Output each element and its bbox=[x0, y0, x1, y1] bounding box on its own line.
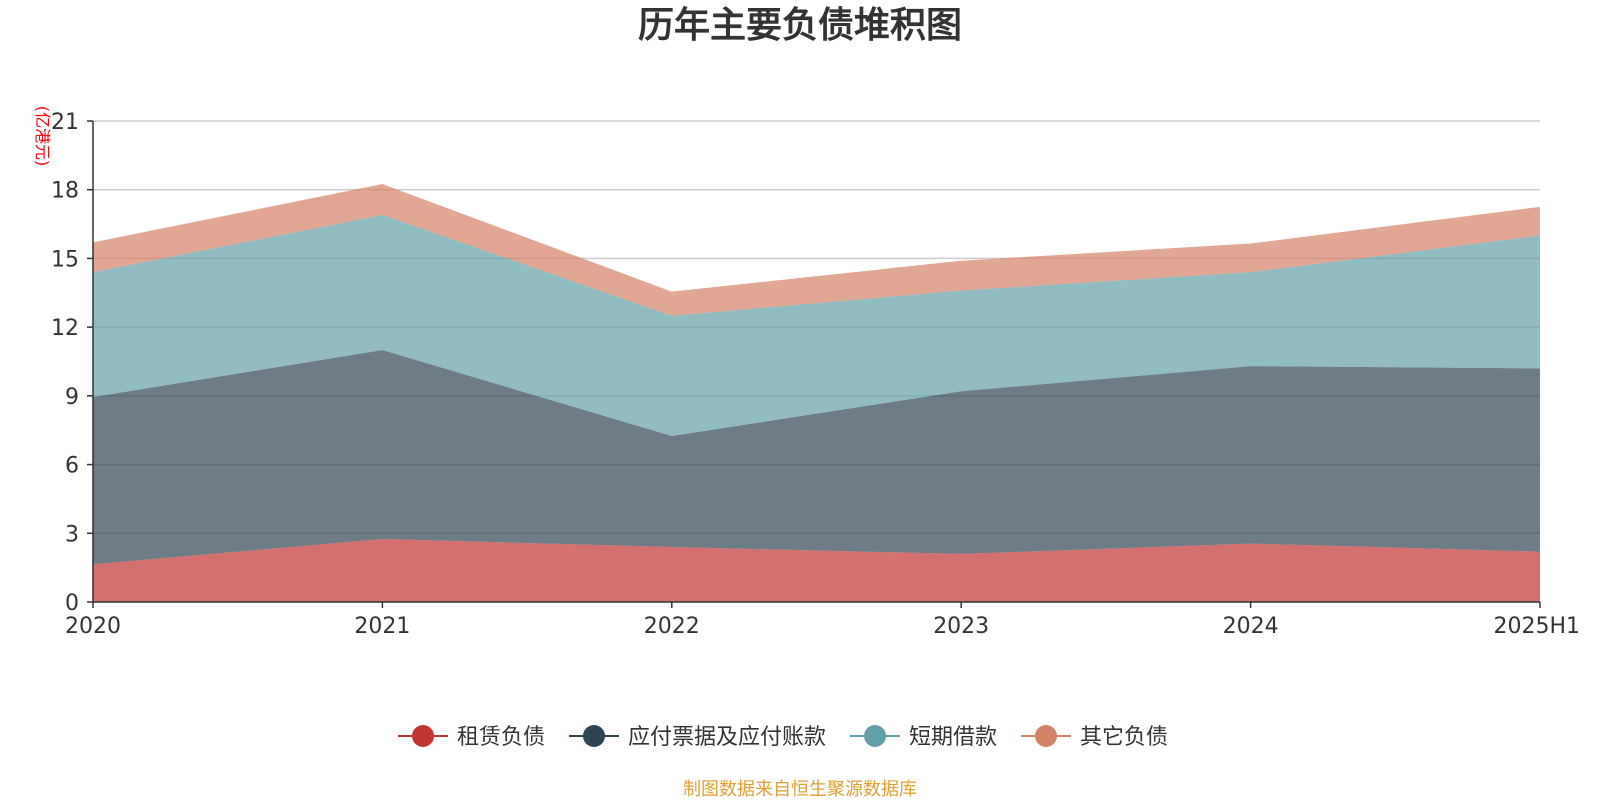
legend-marker bbox=[1035, 725, 1058, 747]
legend-marker bbox=[412, 725, 434, 747]
area-series-3 bbox=[93, 214, 1540, 436]
x-tick-label: 2022 bbox=[644, 614, 700, 639]
y-tick-label: 12 bbox=[51, 316, 79, 341]
x-tick-label: 2021 bbox=[354, 614, 410, 639]
x-tick-label: 2023 bbox=[933, 614, 989, 639]
legend-label: 应付票据及应付账款 bbox=[628, 725, 826, 750]
legend-label: 其它负债 bbox=[1080, 725, 1168, 750]
area-series-4 bbox=[93, 183, 1540, 316]
legend-marker bbox=[583, 725, 606, 747]
x-tick-label: 2024 bbox=[1223, 614, 1279, 639]
x-tick-label: 2025H1 bbox=[1493, 614, 1580, 639]
y-tick-label: 0 bbox=[65, 591, 79, 616]
legend-label: 租赁负债 bbox=[457, 725, 545, 750]
x-tick-label: 2020 bbox=[65, 614, 121, 639]
y-tick-label: 9 bbox=[65, 385, 79, 410]
legend-label: 短期借款 bbox=[909, 725, 997, 750]
legend-item-2[interactable]: 应付票据及应付账款 bbox=[569, 725, 826, 750]
y-tick-label: 6 bbox=[65, 454, 79, 479]
y-axis-unit-label: (亿港元) bbox=[33, 106, 52, 167]
legend-item-4[interactable]: 其它负债 bbox=[1021, 725, 1168, 750]
area-series-1 bbox=[93, 539, 1540, 602]
y-tick-label: 18 bbox=[51, 179, 79, 204]
axes: 0 3 6 9 12 15 18 21 2020 2021 2022 2023 2024 2025H1 bbox=[51, 110, 1580, 639]
legend-item-3[interactable]: 短期借款 bbox=[850, 725, 997, 750]
y-tick-label: 3 bbox=[65, 522, 79, 547]
area-series bbox=[93, 183, 1540, 602]
y-tick-label: 21 bbox=[51, 110, 79, 135]
y-tick-label: 15 bbox=[51, 247, 79, 272]
legend-item-1[interactable]: 租赁负债 bbox=[398, 725, 545, 750]
source-note: 制图数据来自恒生聚源数据库 bbox=[683, 779, 917, 800]
chart-title: 历年主要负债堆积图 bbox=[637, 5, 962, 46]
area-series-2 bbox=[93, 350, 1540, 565]
legend[interactable]: 租赁负债 应付票据及应付账款 短期借款 其它负债 bbox=[398, 725, 1168, 750]
legend-marker bbox=[864, 725, 887, 747]
